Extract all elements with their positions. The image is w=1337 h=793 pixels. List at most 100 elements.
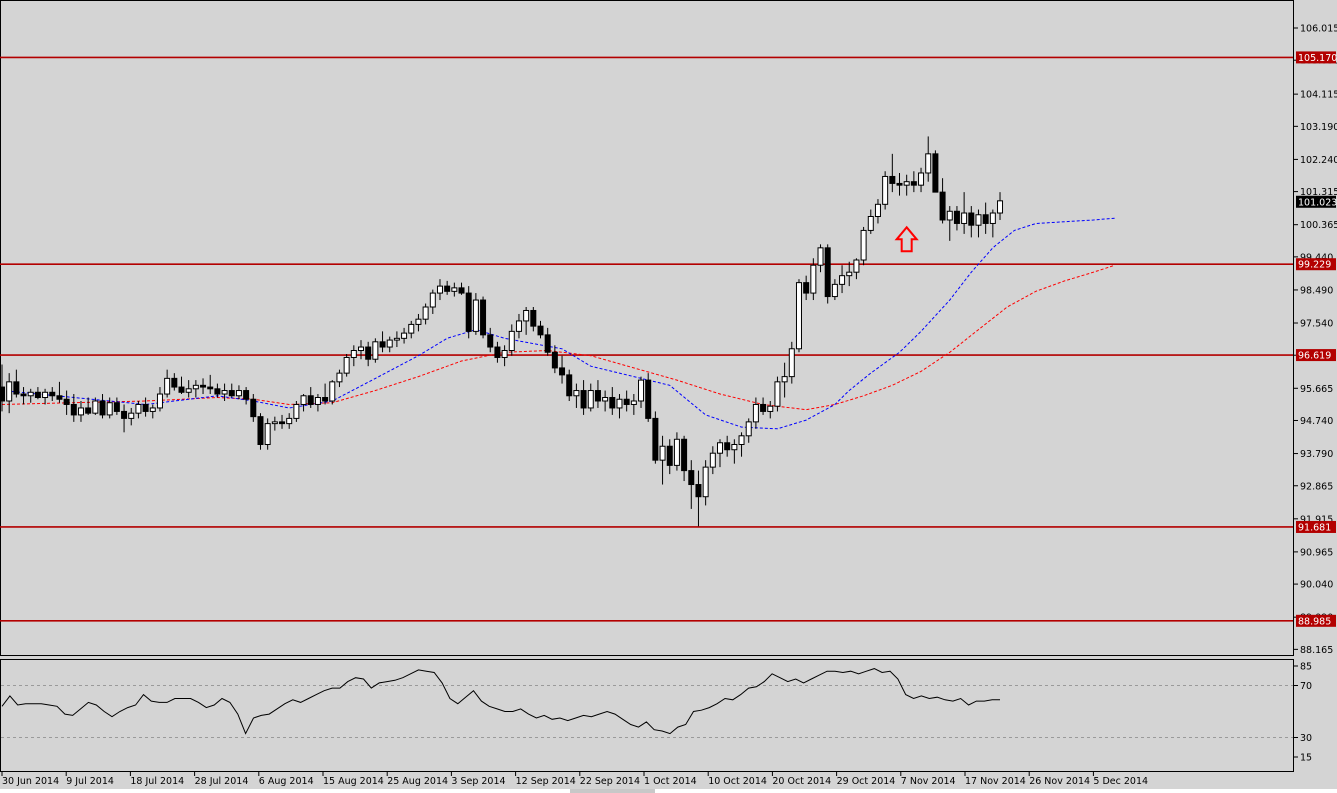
bullish-candle-body — [638, 379, 645, 402]
candle — [142, 397, 149, 417]
bullish-candle-body — [745, 421, 752, 437]
candle — [537, 320, 544, 339]
price-pane[interactable] — [0, 0, 1294, 656]
slow-moving-average-line — [1, 264, 1116, 411]
candle — [738, 432, 745, 457]
candle — [106, 397, 113, 419]
candle — [27, 388, 34, 403]
bullish-candle-body — [781, 376, 788, 383]
time-tick-label: 15 Aug 2014 — [323, 776, 384, 787]
bullish-candle-body — [501, 350, 508, 358]
time-tick-label: 3 Sep 2014 — [451, 776, 505, 787]
bullish-candle-body — [523, 309, 530, 322]
bearish-candle-body — [142, 403, 149, 412]
bullish-candle-body — [286, 417, 293, 425]
bullish-candle-body — [860, 229, 867, 261]
bullish-candle-body — [343, 356, 350, 374]
price-tick-label: 90.040 — [1300, 580, 1333, 591]
time-axis: 30 Jun 2014 9 Jul 2014 18 Jul 2014 28 Jul 2… — [1, 772, 1148, 787]
level-badge — [1296, 614, 1336, 627]
bearish-candle-body — [530, 309, 537, 327]
time-tick-label: 20 Oct 2014 — [772, 776, 831, 787]
bearish-candle-body — [85, 407, 92, 414]
bearish-candle-body — [250, 398, 257, 418]
candle — [6, 373, 13, 414]
time-tick-label: 12 Sep 2014 — [516, 776, 576, 787]
candle — [760, 397, 767, 415]
scrollbar-thumb[interactable] — [570, 789, 655, 793]
candle — [910, 171, 917, 193]
time-tick-label: 7 Nov 2014 — [901, 776, 956, 787]
bottom-scrollbar[interactable] — [0, 789, 1337, 793]
candle — [436, 279, 443, 301]
bearish-candle-body — [307, 395, 314, 405]
bearish-candle-body — [34, 391, 41, 399]
bearish-candle-body — [0, 386, 5, 402]
bullish-candle-body — [709, 452, 716, 468]
bearish-candle-body — [56, 395, 63, 400]
oscillator-axis: 85 70 30 15 — [1294, 662, 1312, 764]
bullish-candle-body — [393, 337, 400, 341]
bullish-candle-body — [810, 264, 817, 294]
bullish-candle-body — [221, 390, 228, 395]
candle — [688, 460, 695, 509]
bullish-candle-body — [731, 444, 738, 451]
price-tick-label: 97.540 — [1300, 319, 1333, 330]
bearish-candle-body — [724, 442, 731, 451]
bullish-candle-body — [271, 421, 278, 425]
bullish-candle-body — [300, 395, 307, 405]
candle — [192, 380, 199, 398]
candle — [34, 387, 41, 400]
bearish-candle-body — [939, 191, 946, 221]
bullish-candle-body — [164, 377, 171, 395]
bearish-candle-body — [580, 390, 587, 409]
price-axis: 106.015105.090104.115103.190102.240101.3… — [1294, 24, 1337, 656]
bullish-candle-body — [659, 445, 666, 461]
bullish-candle-body — [795, 282, 802, 350]
bullish-candle-body — [874, 203, 881, 217]
oscillator-pane[interactable] — [0, 659, 1294, 772]
candle — [429, 289, 436, 314]
candle — [149, 404, 156, 419]
candle — [580, 380, 587, 415]
time-tick-label: 17 Nov 2014 — [965, 776, 1026, 787]
bullish-candle-body — [673, 438, 680, 466]
annotation-layer — [894, 225, 919, 253]
candle — [286, 413, 293, 429]
candle — [645, 373, 652, 422]
bearish-candle-body — [666, 445, 673, 466]
time-tick-label: 6 Aug 2014 — [259, 776, 314, 787]
candle — [214, 383, 221, 398]
candle — [709, 446, 716, 475]
bullish-candle-body — [358, 346, 364, 352]
bearish-candle-body — [70, 403, 77, 416]
bullish-candle-body — [903, 181, 910, 186]
bullish-candle-body — [946, 210, 953, 221]
level-badge-label: 96.619 — [1298, 351, 1331, 362]
bullish-candle-body — [702, 466, 709, 498]
candle — [508, 324, 515, 356]
bearish-candle-body — [171, 377, 178, 388]
candle — [77, 400, 84, 422]
bullish-candle-body — [429, 292, 436, 308]
candle — [329, 380, 336, 405]
bearish-candle-body — [609, 397, 616, 409]
candle — [594, 380, 601, 408]
bearish-candle-body — [257, 416, 264, 446]
candle — [989, 209, 996, 238]
candle — [372, 338, 379, 363]
candle — [121, 404, 128, 433]
bullish-candle-body — [846, 271, 853, 277]
candle — [932, 150, 939, 193]
current-price-badge — [1296, 195, 1336, 208]
price-tick-label: 98.490 — [1300, 285, 1333, 296]
bearish-candle-body — [910, 181, 917, 186]
time-tick-label: 18 Jul 2014 — [130, 776, 184, 787]
candle — [939, 178, 946, 224]
price-tick-label: 99.440 — [1300, 252, 1333, 263]
candle — [925, 136, 932, 182]
candle — [92, 397, 99, 415]
candle — [630, 394, 637, 415]
bullish-candle-body — [961, 212, 968, 224]
